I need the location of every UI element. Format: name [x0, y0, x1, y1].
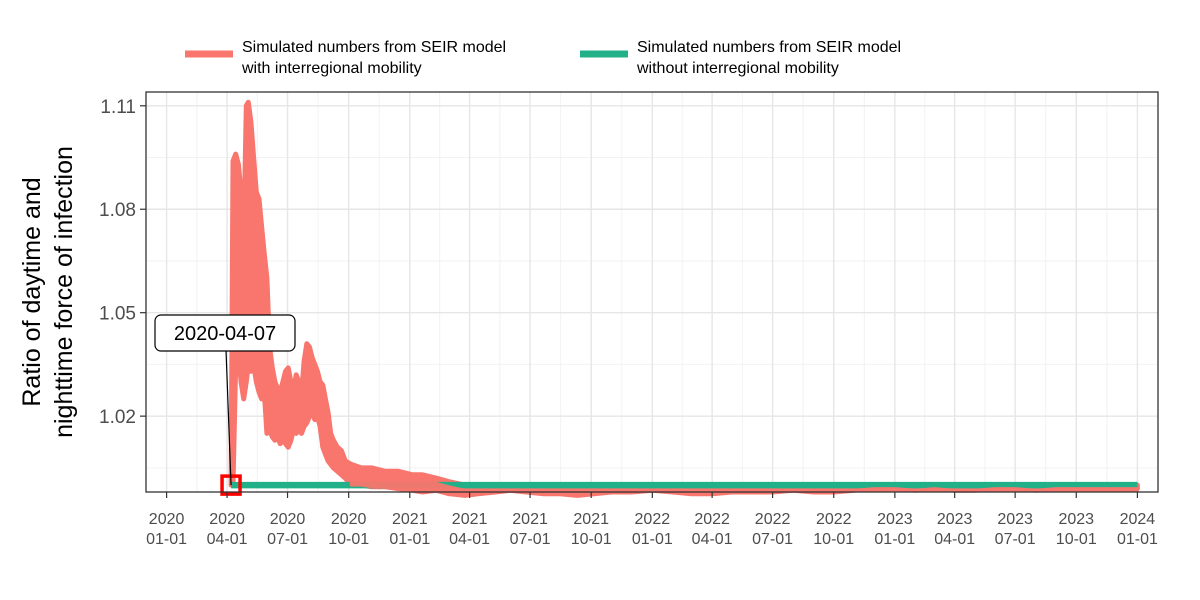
- x-tick-label-year: 2020: [209, 511, 245, 528]
- x-tick-label-year: 2021: [392, 511, 428, 528]
- legend-label: without interregional mobility: [636, 60, 839, 77]
- x-tick-label-date: 04-01: [692, 531, 733, 548]
- x-tick-label-year: 2023: [937, 511, 973, 528]
- legend: Simulated numbers from SEIR model with in…: [185, 39, 901, 77]
- series-layer: [228, 99, 1140, 498]
- x-tick-label-date: 10-01: [813, 531, 854, 548]
- y-axis-title-line: Ratio of daytime and: [18, 177, 46, 406]
- x-tick-label-year: 2022: [694, 511, 730, 528]
- x-tick-label-date: 07-01: [267, 531, 308, 548]
- x-tick-label-year: 2020: [149, 511, 185, 528]
- annotation-box: [154, 314, 296, 352]
- x-tick-label-date: 07-01: [752, 531, 793, 548]
- x-tick-label-year: 2022: [635, 511, 671, 528]
- x-tick-label-year: 2021: [452, 511, 488, 528]
- x-tick-label-year: 2021: [512, 511, 548, 528]
- y-tick-label: 1.08: [99, 200, 136, 221]
- x-tick-label-year: 2022: [816, 511, 852, 528]
- legend-label: with interregional mobility: [241, 60, 422, 77]
- y-tick-label: 1.02: [99, 407, 136, 428]
- x-tick-label-date: 04-01: [934, 531, 975, 548]
- x-tick-label-date: 01-01: [874, 531, 915, 548]
- x-tick-label-year: 2022: [755, 511, 791, 528]
- x-tick-label-year: 2023: [877, 511, 913, 528]
- x-tick-label-year: 2023: [997, 511, 1033, 528]
- x-tick-label-year: 2021: [573, 511, 609, 528]
- y-tick-label: 1.05: [99, 304, 136, 325]
- x-tick-label-date: 04-01: [207, 531, 248, 548]
- annotation-label: 2020-04-07: [174, 323, 276, 345]
- x-tick-label-year: 2020: [331, 511, 367, 528]
- x-tick-label-date: 07-01: [995, 531, 1036, 548]
- legend-label: Simulated numbers from SEIR model: [242, 39, 506, 56]
- x-tick-label-date: 01-01: [1117, 531, 1158, 548]
- y-axis-title: Ratio of daytime and nighttime force of i…: [18, 146, 78, 438]
- x-tick-label-date: 01-01: [389, 531, 430, 548]
- x-tick-label-date: 01-01: [146, 531, 187, 548]
- x-tick-label-date: 01-01: [632, 531, 673, 548]
- x-tick-label-date: 10-01: [571, 531, 612, 548]
- x-tick-label-date: 10-01: [1056, 531, 1097, 548]
- x-tick-label-year: 2023: [1058, 511, 1094, 528]
- y-axis-title-line: nighttime force of infection: [50, 146, 78, 438]
- panel-border: [145, 91, 1159, 493]
- x-tick-label-date: 07-01: [510, 531, 551, 548]
- annotation-layer: 2020-04-07: [154, 314, 296, 496]
- legend-label: Simulated numbers from SEIR model: [637, 39, 901, 56]
- x-tick-label-date: 10-01: [328, 531, 369, 548]
- x-tick-label-year: 2024: [1120, 511, 1156, 528]
- x-tick-label-year: 2020: [270, 511, 306, 528]
- x-tick-label-date: 04-01: [449, 531, 490, 548]
- grid: [146, 92, 1158, 492]
- annotation-leader-line: [225, 349, 232, 486]
- y-tick-label: 1.11: [100, 97, 136, 118]
- axes: 2020 01-01 2020 04-01 2020 07-01 2020 10-01 2021…: [99, 91, 1159, 548]
